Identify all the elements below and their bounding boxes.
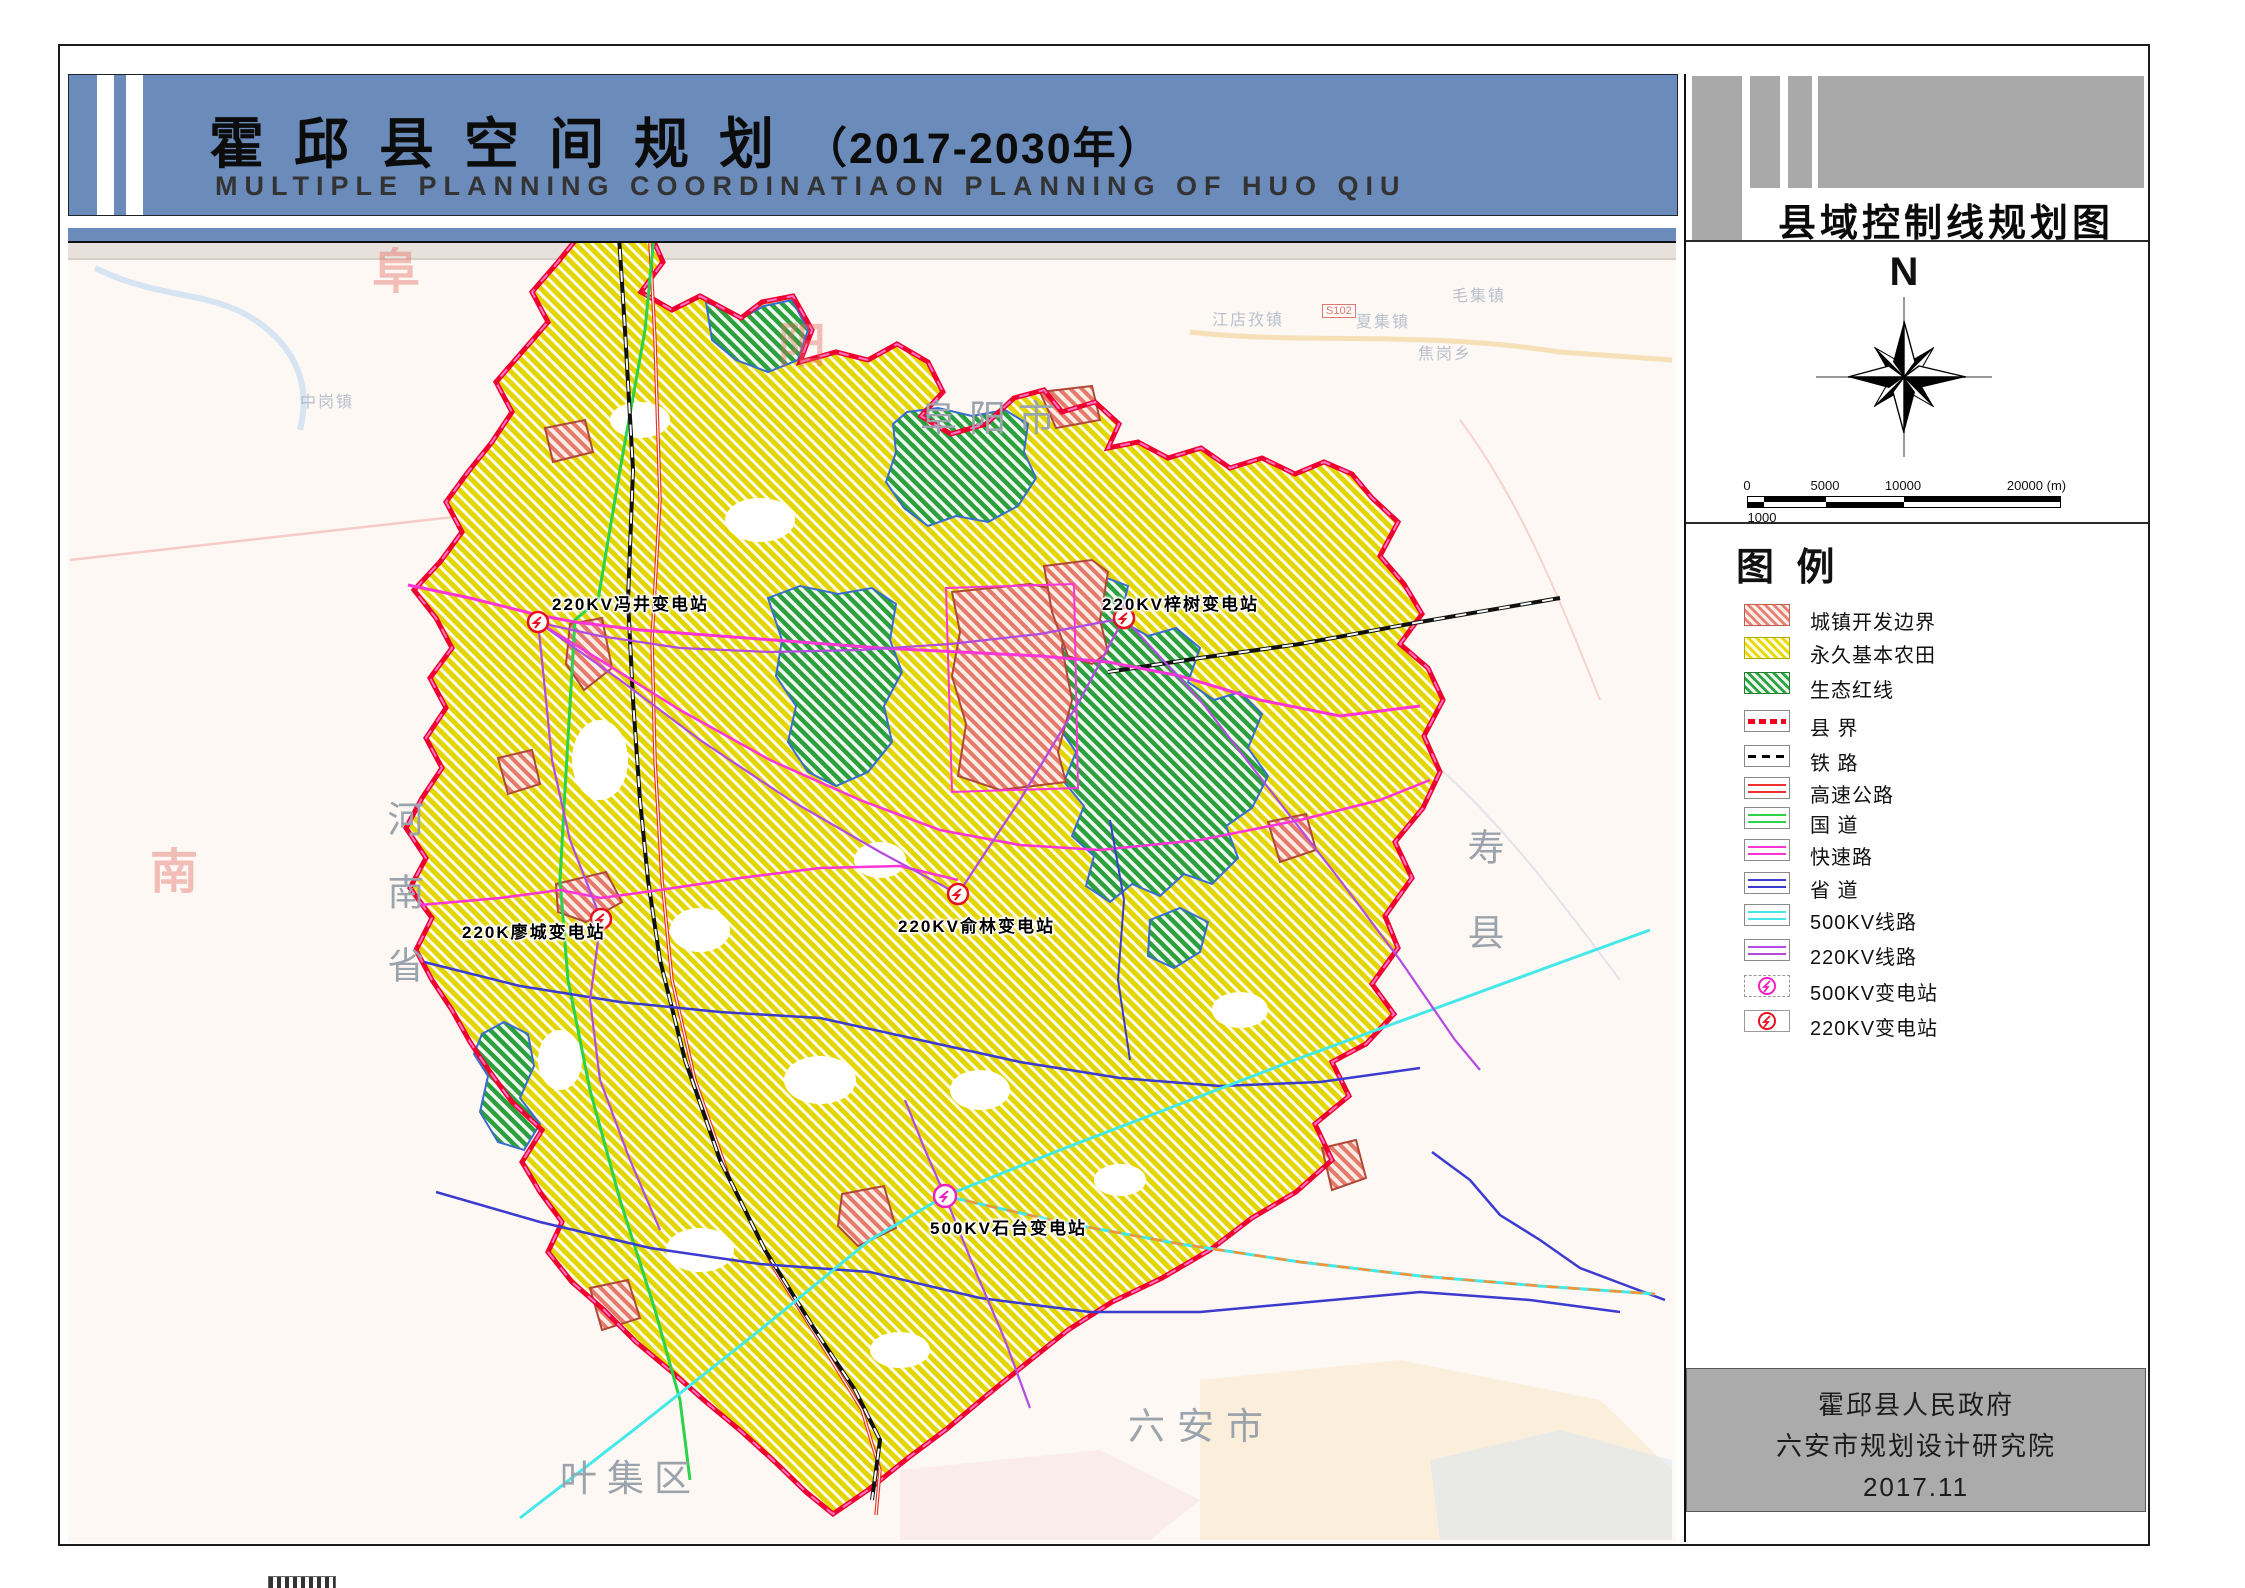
town-label: 夏集镇 xyxy=(1356,314,1411,331)
scale-subtick: 1000 xyxy=(1747,510,1777,525)
legend-title: 图 例 xyxy=(1736,547,1841,589)
scale-tick: 20000 (m) xyxy=(2006,478,2067,493)
panel-header-block xyxy=(1692,76,1742,240)
basemap-char: 阜 xyxy=(372,246,421,299)
banner-stripe xyxy=(97,75,114,215)
compass-north-label: N xyxy=(1889,250,1919,294)
divider xyxy=(1686,522,2148,524)
road-number-badge: S102 xyxy=(1322,304,1356,318)
substation-220kv-symbol xyxy=(946,882,970,906)
legend-swatch-railway xyxy=(1744,745,1790,767)
town-label: 江店孜镇 xyxy=(1212,312,1285,329)
legend-item-500kv-line: 500KV线路 xyxy=(1744,904,2134,934)
road-network xyxy=(407,243,1666,1520)
poster-title-year: （2017-2030年） xyxy=(804,125,1163,173)
poster-title: 霍邱县空间规划（2017-2030年） xyxy=(209,99,1163,179)
legend-swatch-eco-redline xyxy=(1744,672,1790,694)
legend-swatch-town-boundary xyxy=(1744,604,1790,626)
county-area-farmland xyxy=(406,243,1443,1514)
side-panel: 县域控制线规划图 N 0 5000 10000 20000 (m) xyxy=(1684,74,2148,1542)
panel-header-block xyxy=(1788,76,1812,188)
substation-220kv-symbol xyxy=(526,610,550,634)
substation-220kv-symbol xyxy=(589,907,613,931)
banner-underline-strip xyxy=(68,228,1676,243)
town-label: 焦岗乡 xyxy=(1418,346,1473,363)
basemap-char: 南 xyxy=(150,846,199,899)
credit-date: 2017.11 xyxy=(1862,1472,1970,1502)
scale-tick: 5000 xyxy=(1810,478,1840,493)
legend-swatch-fast-road xyxy=(1744,839,1790,861)
poster-title-cn: 霍邱县空间规划 xyxy=(209,113,805,175)
legend-item-farmland: 永久基本农田 xyxy=(1744,637,2134,667)
legend-item-provincial-road: 省 道 xyxy=(1744,872,2134,902)
legend-swatch-500kv-line xyxy=(1744,904,1790,926)
legend-item-expressway: 高速公路 xyxy=(1744,777,2134,807)
credit-institute: 六安市规划设计研究院 xyxy=(1775,1431,2056,1461)
compass-rose-icon xyxy=(1816,297,1992,457)
outer-frame xyxy=(58,44,2150,1546)
county-map-canvas xyxy=(68,243,1676,1543)
legend-swatch-farmland xyxy=(1744,637,1790,659)
scale-tick: 0 xyxy=(1743,478,1751,493)
scale-bar-graphic xyxy=(1747,496,2061,508)
scale-tick: 10000 xyxy=(1884,478,1922,493)
substation-500kv-icon xyxy=(1758,977,1776,995)
station-label-zishu: 220KV梓树变电站 xyxy=(1102,595,1259,614)
legend-swatch-county-boundary xyxy=(1744,710,1790,732)
map-sheet-title: 县域控制线规划图 xyxy=(1777,203,2114,245)
legend-item-national-road: 国 道 xyxy=(1744,807,2134,837)
basemap-faint-features xyxy=(68,243,1676,1540)
substation-220kv-icon xyxy=(1758,1012,1776,1030)
farmland-gaps xyxy=(538,402,1268,1368)
legend-item-fast-road: 快速路 xyxy=(1744,839,2134,869)
region-label-henan: 河南省 xyxy=(382,800,423,1019)
legend-item-railway: 铁 路 xyxy=(1744,745,2134,775)
credits-box: 霍邱县人民政府 六安市规划设计研究院 2017.11 xyxy=(1686,1368,2146,1512)
legend-item-town-boundary: 城镇开发边界 xyxy=(1744,604,2134,634)
legend-swatch-500kv-substation xyxy=(1744,975,1790,997)
legend-item-220kv-line: 220KV线路 xyxy=(1744,939,2134,969)
town-label: 中岗镇 xyxy=(300,394,355,411)
scan-artifact-strip xyxy=(268,1576,336,1588)
town-development-areas xyxy=(496,384,1368,1332)
poster-subtitle: MULTIPLE PLANNING COORDINATIAON PLANNING… xyxy=(215,171,1407,201)
town-label: 毛集镇 xyxy=(1452,288,1507,305)
scale-bar: 0 5000 10000 20000 (m) 1000 xyxy=(1743,478,2066,525)
station-label-liaocheng: 220K廖城变电站 xyxy=(462,923,606,942)
legend-swatch-220kv-substation xyxy=(1744,1010,1790,1032)
panel-header-block xyxy=(1818,76,2144,188)
legend-swatch-expressway xyxy=(1744,777,1790,799)
station-label-shitai: 500KV石台变电站 xyxy=(930,1219,1087,1238)
county-boundary-line xyxy=(403,243,1446,1518)
substation-220kv-symbol xyxy=(1112,606,1136,630)
credit-government: 霍邱县人民政府 xyxy=(1817,1390,2014,1420)
banner-stripe xyxy=(126,75,143,215)
station-label-fengjing: 220KV冯井变电站 xyxy=(552,595,709,614)
legend-item-eco-redline: 生态红线 xyxy=(1744,672,2134,702)
region-label-shouxian: 寿县 xyxy=(1462,828,1503,998)
region-label-luan: 六安市 xyxy=(1128,1406,1275,1447)
legend-item-220kv-substation: 220KV变电站 xyxy=(1744,1010,2134,1040)
legend-item-county-boundary: 县 界 xyxy=(1744,710,2134,740)
eco-redline-areas xyxy=(472,298,1270,1152)
legend-swatch-220kv-line xyxy=(1744,939,1790,961)
substation-symbols xyxy=(526,606,1136,1209)
legend-item-500kv-substation: 500KV变电站 xyxy=(1744,975,2134,1005)
region-label-yejiqu: 叶集区 xyxy=(560,1458,701,1499)
station-label-yulin: 220KV俞林变电站 xyxy=(898,917,1055,936)
region-label-fuyang: 阜阳市 xyxy=(920,398,1067,439)
panel-header-block xyxy=(1750,76,1780,188)
legend-swatch-national-road xyxy=(1744,807,1790,829)
title-banner: 霍邱县空间规划（2017-2030年） MULTIPLE PLANNING CO… xyxy=(68,74,1678,216)
legend-swatch-provincial-road xyxy=(1744,872,1790,894)
substation-500kv-symbol xyxy=(932,1183,958,1209)
divider xyxy=(1686,240,2148,242)
basemap-char: 阳 xyxy=(778,320,827,373)
